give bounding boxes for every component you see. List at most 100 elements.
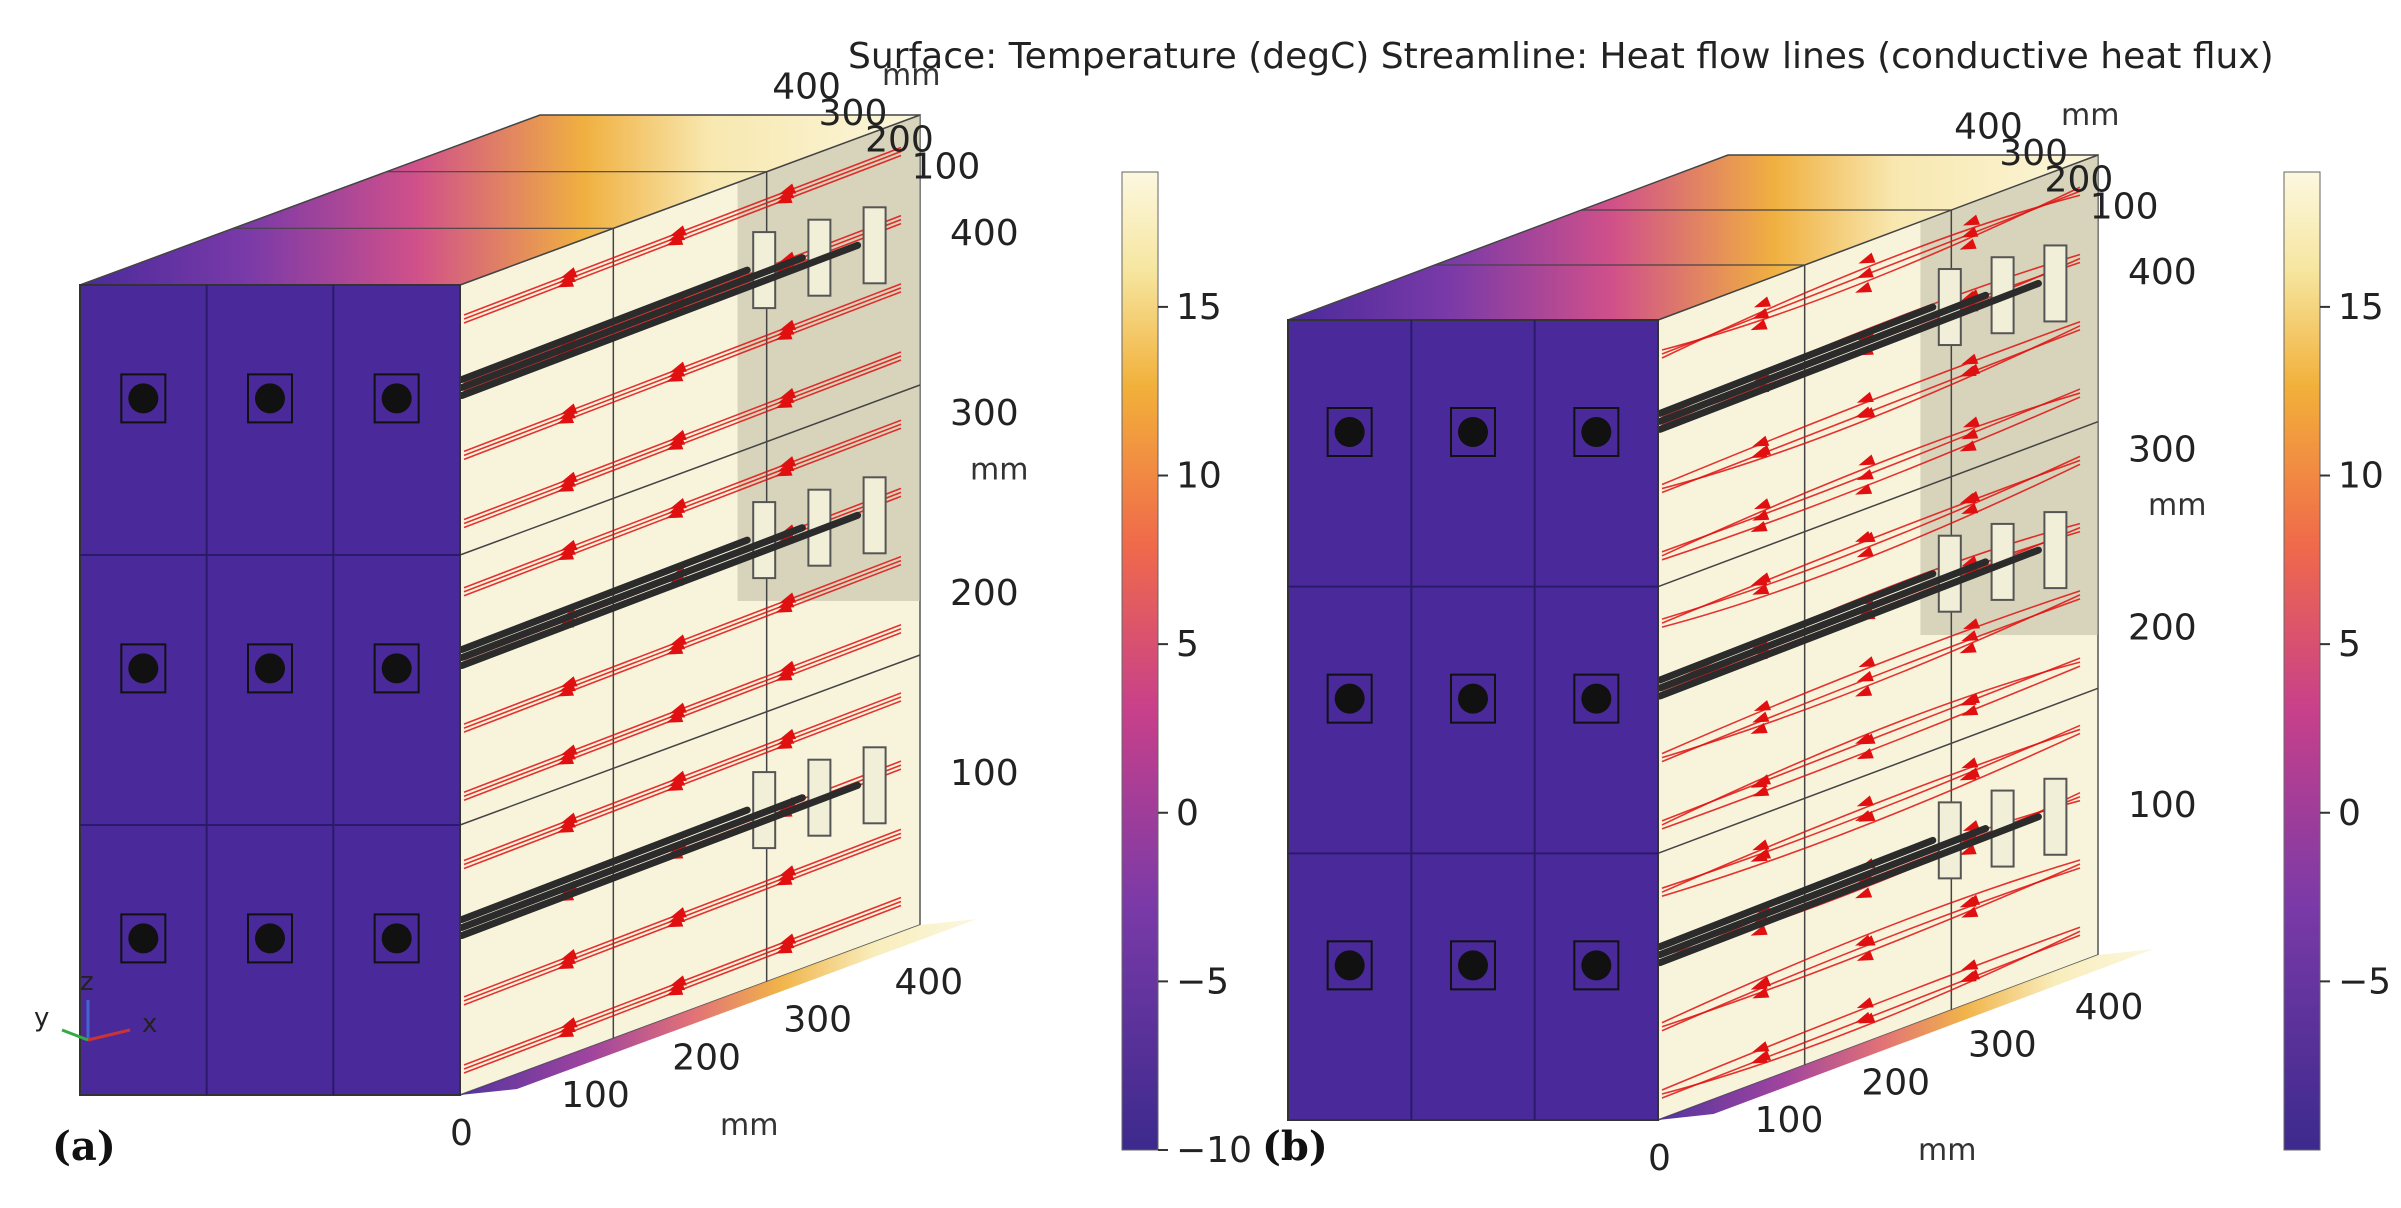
streamline xyxy=(1661,665,2081,830)
streamline-arrow xyxy=(1855,483,1873,495)
socket-hole xyxy=(255,653,285,684)
streamline-arrow xyxy=(1750,319,1768,331)
grid-line-horizontal xyxy=(459,654,921,826)
streamline xyxy=(1661,732,2081,897)
y-axis-unit: mm xyxy=(2061,98,2119,133)
streamline xyxy=(463,632,902,802)
pipe-end-plate xyxy=(862,206,887,285)
streamline-arrow xyxy=(667,502,686,514)
pipe-end-plate xyxy=(2043,244,2068,323)
streamline xyxy=(1661,598,2081,763)
streamline-arrow xyxy=(1961,226,1979,238)
z-tick-label: 100 xyxy=(950,753,1019,794)
socket-frame xyxy=(1450,407,1496,457)
streamline-arrow xyxy=(558,544,576,556)
streamline-arrow xyxy=(1856,469,1874,480)
socket-frame xyxy=(1573,673,1620,724)
streamline-arrow xyxy=(775,329,793,340)
streamline xyxy=(1661,194,2081,359)
streamline-arrow xyxy=(778,592,797,604)
streamline xyxy=(1661,867,2081,1032)
streamline-arrow xyxy=(560,403,578,415)
streamline-arrow xyxy=(1959,238,1977,250)
socket-frame xyxy=(1326,940,1373,991)
streamline-arrow xyxy=(556,821,575,833)
heat-pipe xyxy=(1656,825,1990,959)
triad-y-label: y xyxy=(34,1003,49,1033)
streamline-arrow xyxy=(1961,428,1979,440)
streamline-arrow xyxy=(1961,353,1979,365)
z-axis-unit: mm xyxy=(2148,488,2206,523)
colorbar-tick-label: 5 xyxy=(1176,624,1199,665)
socket-hole xyxy=(255,923,285,954)
socket-frame xyxy=(373,913,420,964)
streamline-arrow xyxy=(667,979,686,991)
socket-hole xyxy=(128,923,159,954)
socket-frame xyxy=(1326,407,1373,457)
streamline-arrow xyxy=(775,670,793,681)
streamline-arrow xyxy=(1858,656,1876,668)
z-tick-label: 200 xyxy=(950,573,1019,614)
colorbar-tick-label: 0 xyxy=(2338,793,2361,834)
streamline xyxy=(463,427,902,597)
streamline xyxy=(1661,392,2081,557)
heat-pipe xyxy=(1656,291,1990,425)
triad-x-label: x xyxy=(142,1009,157,1039)
streamline-arrow xyxy=(1961,906,1979,918)
y-tick-label: 400 xyxy=(1954,106,2023,147)
streamline xyxy=(1661,934,2081,1099)
streamline-arrow xyxy=(669,975,687,987)
streamline xyxy=(1661,728,2081,893)
streamline-arrow xyxy=(666,234,684,246)
streamline-arrow xyxy=(1856,670,1874,682)
streamline xyxy=(1661,463,2081,628)
streamline xyxy=(1661,321,2081,486)
x-tick-label: 200 xyxy=(672,1037,741,1078)
streamline xyxy=(463,291,902,461)
socket-hole xyxy=(1581,417,1612,447)
socket-hole xyxy=(1334,950,1365,981)
streamline-arrow xyxy=(667,229,686,241)
heat-pipe xyxy=(458,536,751,653)
streamline xyxy=(463,563,902,733)
streamline-arrow xyxy=(1856,267,1874,279)
socket-frame xyxy=(120,643,167,694)
streamline-arrow xyxy=(558,953,576,965)
streamline xyxy=(1661,661,2081,826)
streamline-arrow xyxy=(558,680,576,692)
socket-hole xyxy=(1581,950,1612,981)
streamline-arrow xyxy=(560,267,578,279)
panel-b-label: (b) xyxy=(1262,1123,1328,1170)
heat-pipe xyxy=(458,254,806,391)
streamline-arrow xyxy=(1856,546,1874,558)
streamline-arrow xyxy=(1959,440,1977,452)
streamline-arrow xyxy=(556,481,575,492)
streamline-arrow xyxy=(1750,1052,1768,1064)
socket-frame xyxy=(373,373,420,424)
streamline-arrow xyxy=(777,665,795,677)
streamline-arrow xyxy=(1959,769,1977,781)
streamline-arrow xyxy=(669,907,687,918)
streamline-arrow xyxy=(1855,685,1873,697)
streamline xyxy=(463,154,902,324)
streamline-arrow xyxy=(560,1017,578,1029)
socket-frame xyxy=(1573,940,1620,991)
x-tick-label: 0 xyxy=(1648,1138,1671,1179)
heat-pipe xyxy=(1656,279,2042,433)
streamline-arrow xyxy=(558,408,576,420)
streamline xyxy=(1661,859,2081,1024)
socket-frame xyxy=(1450,673,1496,724)
streamline-arrow xyxy=(1959,896,1977,908)
streamline xyxy=(1661,186,2081,351)
heat-pipe xyxy=(458,241,862,399)
streamline xyxy=(463,836,902,1006)
streamline-arrow xyxy=(778,319,797,331)
streamline-arrow xyxy=(1959,365,1977,377)
streamline-arrow xyxy=(1962,416,1980,428)
streamline-arrow xyxy=(666,780,684,791)
socket-frame xyxy=(247,913,293,964)
z-tick-label: 400 xyxy=(950,213,1019,254)
socket-frame xyxy=(1450,940,1496,991)
streamline-arrow xyxy=(1962,618,1980,630)
socket-hole xyxy=(1458,950,1488,981)
